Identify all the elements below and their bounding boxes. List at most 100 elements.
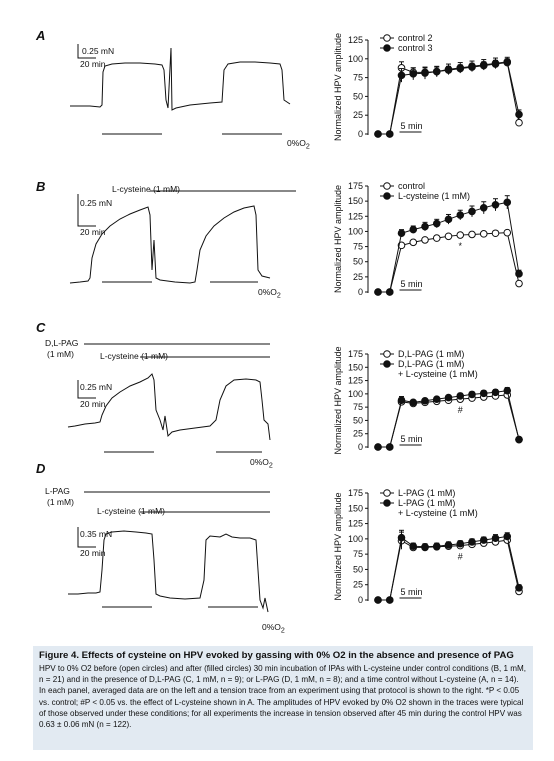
data-point-d-1-6 [444,541,453,549]
data-point-b-0-12 [515,279,523,288]
data-point-a-1-8 [468,62,476,71]
data-point-c-1-4 [421,396,429,405]
y-tick-label-b-1: 25 [353,272,363,282]
data-point-a-1-5 [432,67,441,76]
legend-marker-a-1 [383,44,391,52]
data-point-b-0-9 [479,230,488,238]
y-tick-label-d-7: 175 [348,488,363,498]
y-tick-label-d-1: 25 [353,580,363,590]
y-axis-label-c: Normalized HPV amplitude [333,346,343,454]
panel-letter-d: D [36,461,46,476]
data-point-b-0-4 [421,236,429,244]
legend-label-b-1: L-cysteine (1 mM) [398,191,470,201]
y-tick-label-d-5: 125 [348,519,363,529]
y-tick-label-c-7: 175 [348,349,363,359]
scale-bar-a [77,44,96,59]
legend-label-c-0: D,L-PAG (1 mM) [398,349,464,359]
data-point-a-1-10 [491,59,500,68]
data-point-b-1-2 [397,229,406,238]
drug-label-c3: L-cysteine (1 mM) [100,351,169,361]
data-point-c-1-0 [374,443,382,451]
trace-line-a [70,47,291,111]
y-axis-label-a: Normalized HPV amplitude [333,33,343,141]
scale-time-b: 20 min [80,227,106,237]
o2-label-c: 0%O2 [250,457,273,470]
y-tick-label-a-1: 25 [353,110,363,120]
trace-line-c [67,373,271,441]
data-point-c-1-10 [491,388,500,397]
significance-marker-c: # [458,405,463,415]
data-point-d-1-11 [503,532,512,541]
data-point-b-0-5 [432,234,441,242]
scale-time-a: 20 min [80,59,106,69]
o2-label-d: 0%O2 [262,622,285,635]
data-point-c-1-5 [432,395,441,403]
legend-label-a-1: control 3 [398,43,433,53]
significance-marker-b: * [458,241,462,251]
trace-line-d [68,530,269,613]
data-point-b-1-11 [503,198,512,207]
legend-label-b-0: control [398,181,425,191]
data-point-b-1-0 [374,288,382,296]
data-point-b-1-7 [456,211,465,219]
legend-label-c-2: + L-cysteine (1 mM) [398,369,478,379]
data-point-d-1-9 [479,536,488,544]
scale-bar-b [77,194,96,227]
y-tick-label-a-5: 125 [348,35,363,45]
y-tick-label-c-4: 100 [348,389,363,399]
data-point-c-1-6 [444,393,453,402]
scale-time-d: 20 min [80,548,106,558]
data-point-b-1-10 [491,200,500,209]
panel-letter-c: C [36,320,46,335]
y-tick-label-b-5: 125 [348,211,363,221]
drug-label-d2: (1 mM) [47,497,74,507]
y-tick-label-a-3: 75 [353,73,363,83]
data-point-c-1-9 [479,389,488,398]
legend-label-d-2: + L-cysteine (1 mM) [398,508,478,518]
data-point-b-1-12 [515,270,523,278]
data-point-a-1-12 [515,110,523,119]
y-tick-label-b-0: 0 [358,287,363,297]
data-point-b-1-6 [444,215,453,224]
data-point-a-1-3 [409,70,418,78]
data-point-a-1-6 [444,65,453,74]
data-point-c-1-3 [409,398,418,407]
chart-c: 0 25 50 75 100 125 150 175 Normalized HPV amplit… [333,346,523,455]
data-point-d-1-10 [491,534,500,543]
scale-time-c: 20 min [80,399,106,409]
time-scale-label-a: 5 min [401,121,423,131]
y-tick-label-b-2: 50 [353,257,363,267]
time-scale-label-b: 5 min [401,279,423,289]
data-point-b-1-5 [432,219,441,228]
drug-label-c1: D,L-PAG [45,338,79,348]
data-point-a-1-0 [374,130,382,138]
data-point-d-1-1 [385,596,394,604]
data-point-a-1-2 [397,71,406,80]
y-tick-label-b-6: 150 [348,196,363,206]
legend-label-d-1: L-PAG (1 mM) [398,498,455,508]
caption-title: Figure 4. Effects of cysteine on HPV evo… [39,650,514,661]
o2-label-b: 0%O2 [258,287,281,300]
y-tick-label-a-0: 0 [358,129,363,139]
y-tick-label-c-6: 150 [348,362,363,372]
panel-letter-a: A [36,28,46,43]
y-tick-label-b-7: 175 [348,181,363,191]
data-point-a-1-9 [479,61,488,69]
panel-letter-b: B [36,179,46,194]
scale-bar-d [77,527,96,548]
legend-label-a-0: control 2 [398,33,433,43]
legend-marker-b-0 [383,182,391,190]
y-tick-label-d-2: 50 [353,564,363,574]
significance-marker-d: # [458,552,463,562]
y-tick-label-d-4: 100 [348,534,363,544]
y-tick-label-b-4: 100 [348,226,363,236]
data-point-b-1-1 [385,288,394,296]
scale-force-a: 0.25 mN [82,46,115,56]
data-point-a-1-11 [503,58,512,66]
scale-force-c: 0.25 mN [80,382,113,392]
y-tick-label-c-5: 125 [348,376,363,386]
y-tick-label-c-2: 50 [353,415,363,425]
data-point-d-1-8 [468,538,476,546]
